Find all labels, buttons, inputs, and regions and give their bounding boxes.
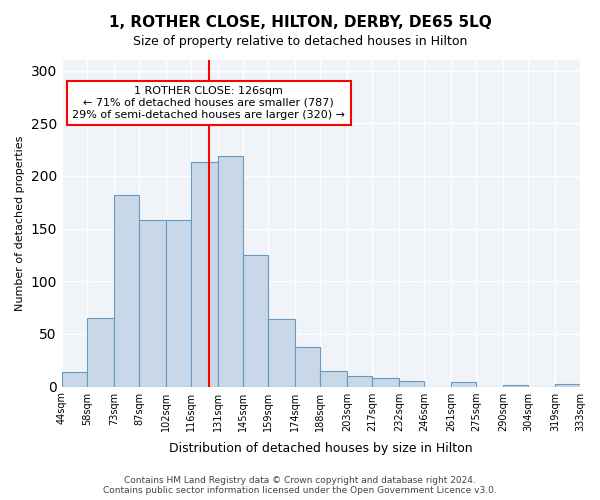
Bar [87, 318, 114, 386]
Bar [347, 376, 372, 386]
Bar [372, 378, 399, 386]
Bar [139, 220, 166, 386]
Bar [555, 384, 580, 386]
Bar [243, 255, 268, 386]
Bar [191, 162, 218, 386]
Bar [268, 319, 295, 386]
Text: Contains HM Land Registry data © Crown copyright and database right 2024.
Contai: Contains HM Land Registry data © Crown c… [103, 476, 497, 495]
Bar [114, 195, 139, 386]
Text: Size of property relative to detached houses in Hilton: Size of property relative to detached ho… [133, 35, 467, 48]
Bar [399, 382, 424, 386]
Bar [62, 372, 87, 386]
Bar [166, 220, 191, 386]
Bar [218, 156, 243, 386]
Bar [295, 346, 320, 387]
Y-axis label: Number of detached properties: Number of detached properties [15, 136, 25, 311]
Text: 1 ROTHER CLOSE: 126sqm
← 71% of detached houses are smaller (787)
29% of semi-de: 1 ROTHER CLOSE: 126sqm ← 71% of detached… [73, 86, 346, 120]
Text: 1, ROTHER CLOSE, HILTON, DERBY, DE65 5LQ: 1, ROTHER CLOSE, HILTON, DERBY, DE65 5LQ [109, 15, 491, 30]
X-axis label: Distribution of detached houses by size in Hilton: Distribution of detached houses by size … [169, 442, 473, 455]
Bar [451, 382, 476, 386]
Bar [320, 370, 347, 386]
